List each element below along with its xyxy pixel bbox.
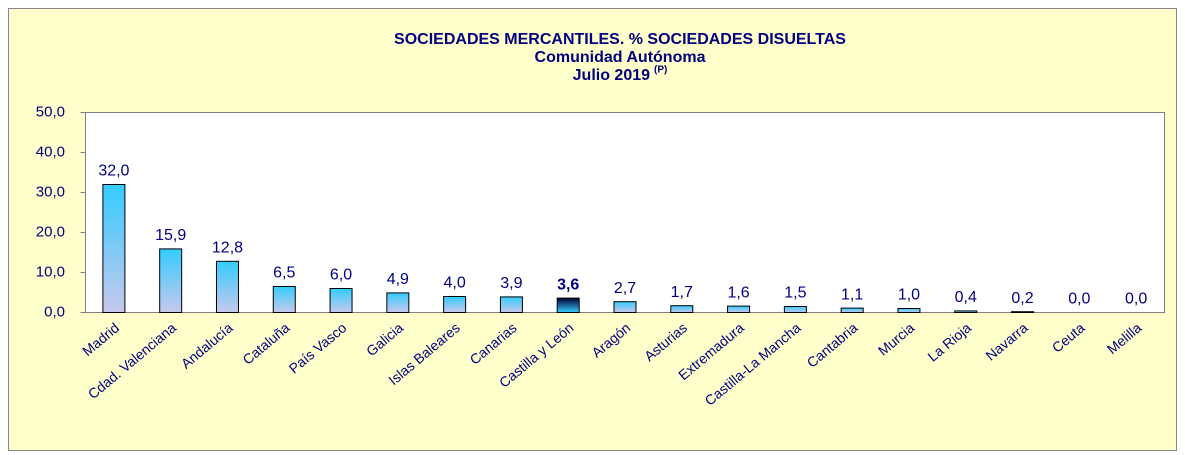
- bar: [783, 306, 807, 313]
- value-label: 32,0: [98, 163, 129, 180]
- chart-title: SOCIEDADES MERCANTILES. % SOCIEDADES DIS…: [394, 31, 846, 48]
- y-tick-label: 10,0: [36, 263, 65, 280]
- value-label: 0,0: [1068, 291, 1090, 308]
- y-tick-label: 50,0: [36, 103, 65, 120]
- bar: [613, 301, 637, 314]
- value-label: 0,0: [1125, 291, 1147, 308]
- bar: [159, 248, 183, 313]
- value-label: 1,6: [727, 284, 749, 301]
- bar: [840, 307, 864, 314]
- bar: [1011, 311, 1035, 314]
- bar: [386, 292, 410, 313]
- bar: [499, 296, 523, 313]
- chart-subtitle: Julio 2019: [573, 67, 650, 84]
- value-label: 15,9: [155, 227, 186, 244]
- bar: [727, 305, 751, 314]
- y-tick-label: 20,0: [36, 223, 65, 240]
- value-label: 4,0: [444, 275, 466, 292]
- value-label: 1,7: [671, 284, 693, 301]
- value-label: 0,4: [955, 289, 977, 306]
- value-label: 3,9: [500, 275, 522, 292]
- y-tick-label: 40,0: [36, 143, 65, 160]
- value-label: 1,1: [841, 286, 863, 303]
- value-label: 6,0: [330, 267, 352, 284]
- bar: [954, 310, 978, 313]
- bar: [102, 184, 126, 313]
- bar: [272, 286, 296, 313]
- bar: [215, 260, 239, 313]
- superscript: (P): [654, 65, 667, 76]
- value-label: 12,8: [212, 240, 243, 257]
- value-label: 1,5: [784, 285, 806, 302]
- value-label: 4,9: [387, 271, 409, 288]
- chart-subtitle: Comunidad Autónoma: [535, 49, 706, 66]
- bar: [443, 296, 467, 313]
- y-tick-label: 30,0: [36, 183, 65, 200]
- value-label: 0,2: [1011, 290, 1033, 307]
- value-label: 1,0: [898, 287, 920, 304]
- bar: [556, 297, 580, 314]
- value-label: 2,7: [614, 280, 636, 297]
- bar: [670, 305, 694, 314]
- value-label: 3,6: [557, 276, 579, 293]
- plot-area: [85, 112, 1165, 313]
- bar: [897, 308, 921, 313]
- value-label: 6,5: [273, 265, 295, 282]
- bar: [329, 288, 353, 313]
- y-tick-label: 0,0: [44, 303, 65, 320]
